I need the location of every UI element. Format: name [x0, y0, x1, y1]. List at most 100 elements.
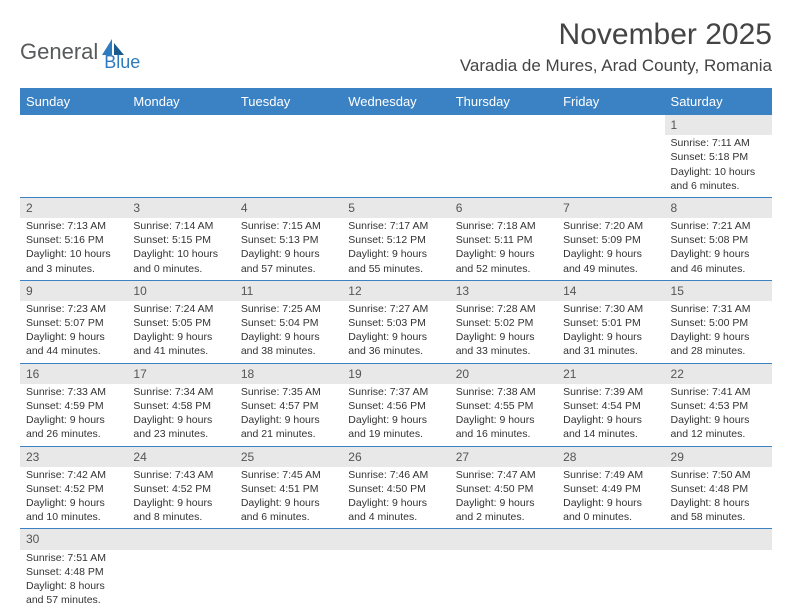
day-number: 28	[557, 447, 664, 467]
daylight-text-2: and 44 minutes.	[26, 344, 121, 358]
sunrise-text: Sunrise: 7:33 AM	[26, 385, 121, 399]
calendar-cell: 9Sunrise: 7:23 AMSunset: 5:07 PMDaylight…	[20, 280, 127, 363]
day-number: 20	[450, 364, 557, 384]
daylight-text-2: and 36 minutes.	[348, 344, 443, 358]
calendar-cell: 25Sunrise: 7:45 AMSunset: 4:51 PMDayligh…	[235, 446, 342, 529]
daylight-text: Daylight: 8 hours	[671, 496, 766, 510]
sunset-text: Sunset: 4:55 PM	[456, 399, 551, 413]
day-header: Tuesday	[235, 88, 342, 115]
sunset-text: Sunset: 4:49 PM	[563, 482, 658, 496]
daylight-text-2: and 6 minutes.	[671, 179, 766, 193]
calendar-cell: 21Sunrise: 7:39 AMSunset: 4:54 PMDayligh…	[557, 363, 664, 446]
daylight-text: Daylight: 9 hours	[26, 413, 121, 427]
sunrise-text: Sunrise: 7:21 AM	[671, 219, 766, 233]
month-title: November 2025	[460, 18, 772, 52]
sunrise-text: Sunrise: 7:30 AM	[563, 302, 658, 316]
sunrise-text: Sunrise: 7:13 AM	[26, 219, 121, 233]
header: General Blue November 2025 Varadia de Mu…	[20, 18, 772, 76]
daylight-text: Daylight: 9 hours	[563, 413, 658, 427]
day-number: 16	[20, 364, 127, 384]
daylight-text-2: and 57 minutes.	[26, 593, 121, 607]
calendar-cell	[342, 529, 449, 611]
daylight-text-2: and 57 minutes.	[241, 262, 336, 276]
sunset-text: Sunset: 4:57 PM	[241, 399, 336, 413]
daylight-text: Daylight: 9 hours	[133, 496, 228, 510]
calendar-week-row: 2Sunrise: 7:13 AMSunset: 5:16 PMDaylight…	[20, 197, 772, 280]
day-header: Thursday	[450, 88, 557, 115]
calendar-cell: 1Sunrise: 7:11 AMSunset: 5:18 PMDaylight…	[665, 115, 772, 197]
day-number: 25	[235, 447, 342, 467]
daylight-text-2: and 10 minutes.	[26, 510, 121, 524]
day-number: 5	[342, 198, 449, 218]
daylight-text: Daylight: 10 hours	[133, 247, 228, 261]
daylight-text-2: and 16 minutes.	[456, 427, 551, 441]
sunrise-text: Sunrise: 7:49 AM	[563, 468, 658, 482]
daylight-text-2: and 26 minutes.	[26, 427, 121, 441]
calendar-cell: 26Sunrise: 7:46 AMSunset: 4:50 PMDayligh…	[342, 446, 449, 529]
sunset-text: Sunset: 4:54 PM	[563, 399, 658, 413]
sunrise-text: Sunrise: 7:25 AM	[241, 302, 336, 316]
day-number: 9	[20, 281, 127, 301]
calendar-week-row: 16Sunrise: 7:33 AMSunset: 4:59 PMDayligh…	[20, 363, 772, 446]
sunrise-text: Sunrise: 7:23 AM	[26, 302, 121, 316]
day-number: 21	[557, 364, 664, 384]
sunset-text: Sunset: 5:02 PM	[456, 316, 551, 330]
calendar-cell: 15Sunrise: 7:31 AMSunset: 5:00 PMDayligh…	[665, 280, 772, 363]
sunrise-text: Sunrise: 7:50 AM	[671, 468, 766, 482]
day-number: 22	[665, 364, 772, 384]
daylight-text-2: and 6 minutes.	[241, 510, 336, 524]
daylight-text-2: and 23 minutes.	[133, 427, 228, 441]
day-header-row: Sunday Monday Tuesday Wednesday Thursday…	[20, 88, 772, 115]
daylight-text: Daylight: 9 hours	[133, 330, 228, 344]
daylight-text-2: and 8 minutes.	[133, 510, 228, 524]
day-number: 29	[665, 447, 772, 467]
calendar-cell	[127, 115, 234, 197]
day-number: 4	[235, 198, 342, 218]
daylight-text: Daylight: 9 hours	[241, 496, 336, 510]
sunrise-text: Sunrise: 7:47 AM	[456, 468, 551, 482]
sunrise-text: Sunrise: 7:17 AM	[348, 219, 443, 233]
daylight-text-2: and 58 minutes.	[671, 510, 766, 524]
calendar-cell	[235, 115, 342, 197]
sunrise-text: Sunrise: 7:28 AM	[456, 302, 551, 316]
daylight-text-2: and 14 minutes.	[563, 427, 658, 441]
calendar-cell	[342, 115, 449, 197]
calendar-cell: 11Sunrise: 7:25 AMSunset: 5:04 PMDayligh…	[235, 280, 342, 363]
daylight-text-2: and 21 minutes.	[241, 427, 336, 441]
calendar-cell: 16Sunrise: 7:33 AMSunset: 4:59 PMDayligh…	[20, 363, 127, 446]
sunset-text: Sunset: 4:58 PM	[133, 399, 228, 413]
sunset-text: Sunset: 4:51 PM	[241, 482, 336, 496]
daylight-text: Daylight: 9 hours	[241, 247, 336, 261]
day-number: 3	[127, 198, 234, 218]
day-number: 8	[665, 198, 772, 218]
daylight-text: Daylight: 9 hours	[563, 496, 658, 510]
calendar-cell: 8Sunrise: 7:21 AMSunset: 5:08 PMDaylight…	[665, 197, 772, 280]
day-header: Monday	[127, 88, 234, 115]
calendar-cell: 6Sunrise: 7:18 AMSunset: 5:11 PMDaylight…	[450, 197, 557, 280]
day-number: 6	[450, 198, 557, 218]
daylight-text: Daylight: 9 hours	[26, 330, 121, 344]
daylight-text: Daylight: 9 hours	[671, 330, 766, 344]
daylight-text-2: and 31 minutes.	[563, 344, 658, 358]
daylight-text: Daylight: 9 hours	[241, 413, 336, 427]
calendar-cell: 17Sunrise: 7:34 AMSunset: 4:58 PMDayligh…	[127, 363, 234, 446]
calendar-cell: 24Sunrise: 7:43 AMSunset: 4:52 PMDayligh…	[127, 446, 234, 529]
day-number: 17	[127, 364, 234, 384]
day-number: 24	[127, 447, 234, 467]
calendar-week-row: 1Sunrise: 7:11 AMSunset: 5:18 PMDaylight…	[20, 115, 772, 197]
day-header: Sunday	[20, 88, 127, 115]
sunrise-text: Sunrise: 7:39 AM	[563, 385, 658, 399]
day-number: 11	[235, 281, 342, 301]
sunrise-text: Sunrise: 7:34 AM	[133, 385, 228, 399]
sunrise-text: Sunrise: 7:37 AM	[348, 385, 443, 399]
sunset-text: Sunset: 4:52 PM	[26, 482, 121, 496]
location: Varadia de Mures, Arad County, Romania	[460, 56, 772, 76]
calendar-cell: 5Sunrise: 7:17 AMSunset: 5:12 PMDaylight…	[342, 197, 449, 280]
daylight-text-2: and 19 minutes.	[348, 427, 443, 441]
calendar-cell: 4Sunrise: 7:15 AMSunset: 5:13 PMDaylight…	[235, 197, 342, 280]
day-number: 18	[235, 364, 342, 384]
daylight-text-2: and 28 minutes.	[671, 344, 766, 358]
sunrise-text: Sunrise: 7:45 AM	[241, 468, 336, 482]
title-block: November 2025 Varadia de Mures, Arad Cou…	[460, 18, 772, 76]
calendar-cell: 13Sunrise: 7:28 AMSunset: 5:02 PMDayligh…	[450, 280, 557, 363]
